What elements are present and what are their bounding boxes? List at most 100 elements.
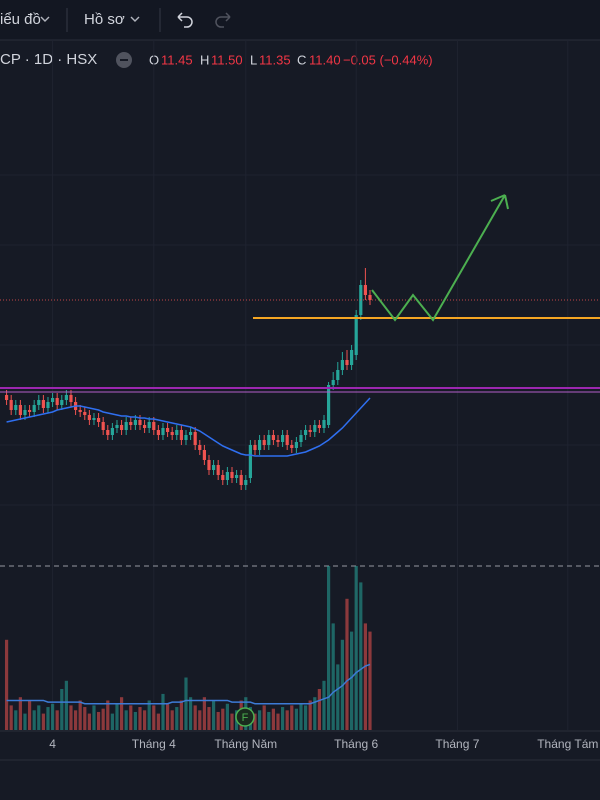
volume-bar	[60, 689, 64, 730]
volume-bar	[152, 705, 156, 730]
volume-bar	[64, 680, 68, 730]
close-label: C	[297, 52, 306, 67]
candle-body	[340, 360, 344, 370]
volume-bar	[280, 707, 285, 730]
volume-bar	[110, 713, 114, 730]
volume-bar	[87, 713, 91, 730]
volume-bar	[73, 710, 78, 730]
volume-bar	[276, 713, 280, 730]
candle-body	[221, 475, 225, 480]
candle-body	[285, 435, 289, 445]
candle-body	[101, 422, 105, 430]
candle-body	[23, 410, 27, 415]
candle-body	[276, 440, 280, 442]
drawn-arrow[interactable]	[371, 194, 509, 322]
candle-body	[46, 402, 50, 408]
candle-body	[179, 430, 183, 440]
candle-body	[216, 465, 220, 475]
volume-bar	[23, 713, 27, 730]
volume-bar	[303, 705, 308, 730]
volume-bar	[308, 700, 312, 730]
volume-bar	[96, 711, 101, 730]
candle-body	[161, 428, 165, 435]
volume-bar	[331, 623, 335, 730]
candle-body	[244, 480, 248, 485]
volume-bar	[37, 705, 41, 730]
volume-bar	[193, 705, 197, 730]
candle-body	[106, 430, 110, 435]
candle-body	[290, 445, 294, 448]
candle-body	[331, 380, 335, 385]
volume-bar	[267, 711, 271, 730]
x-tick-label: Tháng Năm	[214, 737, 277, 751]
high-label: H	[200, 52, 209, 67]
volume-bar	[175, 707, 179, 730]
volume-bar	[129, 705, 133, 730]
candle-body	[253, 445, 257, 450]
candle-body	[115, 425, 119, 428]
profile-menu[interactable]: Hồ sơ	[84, 11, 125, 28]
candle-body	[138, 420, 142, 425]
candle-body	[280, 435, 285, 442]
redo-button[interactable]	[215, 12, 231, 28]
vertical-grid	[52, 40, 569, 730]
candle-body	[4, 395, 9, 400]
candle-body	[349, 350, 354, 365]
volume-bar	[106, 700, 110, 730]
volume-bar	[326, 566, 331, 730]
candle-body	[55, 398, 59, 405]
volume-bar	[55, 710, 59, 730]
candle-body	[124, 422, 128, 430]
volume-bar	[14, 710, 18, 730]
x-tick-label: Tháng 7	[435, 737, 479, 751]
volume-bar	[9, 705, 13, 730]
volume-bar	[188, 697, 193, 730]
volume-bar	[313, 697, 317, 730]
volume-bar	[216, 711, 220, 730]
candle-body	[188, 432, 193, 435]
volume-bar	[69, 705, 73, 730]
candle-body	[336, 370, 340, 380]
volume-bar	[262, 705, 266, 730]
x-tick-label: Tháng Tám	[537, 737, 598, 751]
volume-bar	[142, 710, 147, 730]
chevron	[130, 16, 140, 22]
candle-body	[271, 435, 275, 440]
candle-body	[60, 400, 64, 405]
volume-bar	[46, 707, 50, 730]
volume-bar	[285, 710, 289, 730]
volume-bar	[133, 711, 137, 730]
volume-bar	[271, 708, 275, 730]
candle-body	[354, 315, 358, 355]
undo-button[interactable]	[177, 12, 193, 28]
chart-menu[interactable]: iểu đồ	[0, 11, 41, 28]
volume-bar	[257, 710, 262, 730]
event-marker[interactable]	[235, 707, 255, 727]
candle-body	[239, 475, 243, 485]
candle-body	[156, 430, 160, 435]
candle-body	[129, 422, 133, 425]
candle-body	[299, 435, 303, 442]
symbol: CP · 1D · HSX	[0, 51, 97, 68]
volume-bar	[354, 566, 358, 730]
volume-bar	[290, 705, 294, 730]
volume-bar	[50, 703, 55, 730]
volume-bar	[170, 710, 174, 730]
price-pane	[0, 268, 600, 490]
candle-body	[267, 435, 271, 445]
candle-body	[41, 400, 45, 408]
volume-bar	[119, 697, 124, 730]
candle-body	[78, 410, 82, 412]
volume-bar	[294, 708, 298, 730]
candle-body	[14, 405, 18, 410]
open-value: 11.45	[161, 52, 193, 67]
volume-bar	[138, 707, 142, 730]
candle-body	[303, 430, 308, 435]
volume-bar	[4, 639, 9, 730]
volume-bar	[368, 631, 372, 730]
candle-body	[69, 395, 73, 402]
candle-body	[18, 405, 22, 415]
candle-body	[326, 385, 331, 425]
candle-body	[313, 425, 317, 432]
x-tick-label: 4	[49, 737, 56, 751]
